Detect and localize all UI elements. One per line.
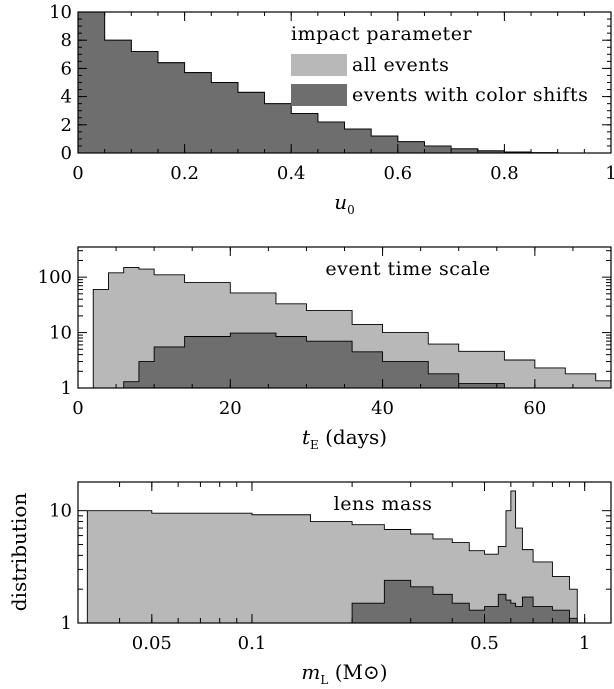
x-axis-label-units: (M⊙) <box>328 660 387 684</box>
legend-swatch <box>291 84 347 106</box>
legend-label: all events <box>352 54 449 76</box>
y-tick-label: 0 <box>61 143 72 164</box>
legend-label: events with color shifts <box>352 84 588 106</box>
x-tick-label: 0.6 <box>383 163 412 184</box>
x-axis-label: mL (M⊙) <box>301 660 387 687</box>
x-axis-label: u0 <box>334 190 355 217</box>
x-tick-label: 1 <box>605 163 614 184</box>
series-area-2 <box>77 11 559 154</box>
x-axis-label-units: (days) <box>319 425 387 449</box>
y-tick-label: 100 <box>38 267 72 288</box>
x-tick-label: 0 <box>72 163 83 184</box>
x-axis-label-subscript: E <box>310 438 319 452</box>
panel-annotation: event time scale <box>325 258 490 280</box>
x-tick-label: 0.2 <box>170 163 199 184</box>
series-area-1 <box>86 490 578 624</box>
x-axis-label-subscript: L <box>320 673 328 687</box>
y-tick-label: 10 <box>49 2 72 23</box>
x-axis-label-symbol: u <box>334 190 347 214</box>
y-tick-label: 6 <box>61 58 72 79</box>
series-area-2 <box>87 579 578 624</box>
series-area-2 <box>78 332 611 389</box>
chart-panel-3: 0.05 0.1 0.5 1 1 10 mL (M⊙) lens mass <box>49 481 612 687</box>
x-tick-label: 0.4 <box>277 163 306 184</box>
panel-annotation: lens mass <box>334 493 433 515</box>
y-tick-label: 4 <box>61 87 72 108</box>
plot-frame <box>77 481 612 624</box>
y-tick-label: 1 <box>61 378 72 399</box>
x-tick-label: 0.1 <box>238 633 267 654</box>
y-tick-label: 1 <box>61 613 72 634</box>
x-axis-label-subscript: 0 <box>347 203 355 217</box>
y-tick-label: 8 <box>61 30 72 51</box>
x-tick-label: 0.05 <box>132 633 172 654</box>
x-axis-label: tE (days) <box>302 425 387 452</box>
x-tick-label: 0.5 <box>470 633 499 654</box>
chart-panel-2: 0 20 40 60 1 10 100 tE (days) event time scale <box>38 246 612 452</box>
x-tick-label: 1 <box>579 633 590 654</box>
x-tick-label: 20 <box>219 398 242 419</box>
y-tick-label: 2 <box>61 115 72 136</box>
shared-ylabel: distribution <box>7 493 31 612</box>
x-tick-label: 0 <box>72 398 83 419</box>
x-tick-label: 60 <box>523 398 546 419</box>
x-axis-label-symbol: m <box>301 660 320 684</box>
y-tick-label: 10 <box>49 501 72 522</box>
x-tick-label: 40 <box>371 398 394 419</box>
legend-swatch <box>291 54 347 76</box>
y-tick-label: 10 <box>49 323 72 344</box>
x-axis-label-symbol: t <box>302 425 311 449</box>
panel-annotation: impact parameter <box>291 23 472 45</box>
x-tick-label: 0.8 <box>490 163 519 184</box>
